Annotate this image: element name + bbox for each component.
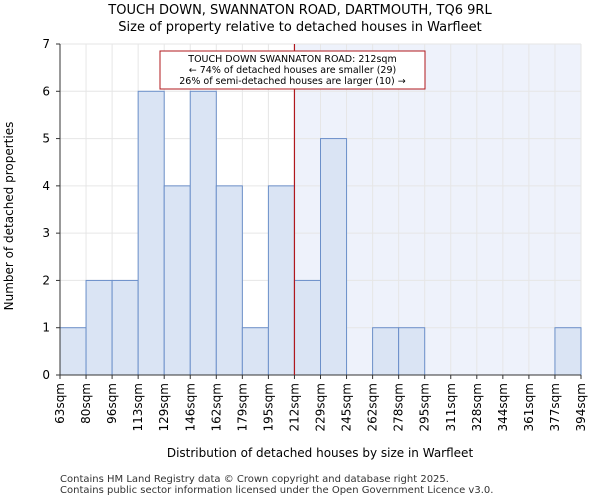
- bar: [267, 185, 295, 376]
- x-tick-label: 278sqm: [392, 383, 406, 431]
- x-tick-label: 328sqm: [470, 383, 484, 431]
- x-tick-label: 245sqm: [340, 383, 354, 431]
- x-tick-label: 394sqm: [574, 383, 588, 431]
- bar: [111, 279, 139, 376]
- footer-line-2: Contains public sector information licen…: [60, 485, 494, 496]
- bar: [85, 279, 113, 376]
- bar: [241, 327, 269, 376]
- x-tick-label: 80sqm: [79, 383, 93, 424]
- x-tick-label: 344sqm: [496, 383, 510, 431]
- x-tick-label: 63sqm: [53, 383, 67, 424]
- bar: [398, 327, 426, 376]
- y-tick-label: 1: [42, 321, 50, 335]
- x-tick-label: 96sqm: [105, 383, 119, 424]
- y-tick-label: 0: [42, 368, 50, 382]
- bar: [137, 90, 165, 376]
- y-tick-label: 6: [42, 84, 50, 98]
- bar: [59, 327, 87, 376]
- y-tick-label: 4: [42, 179, 50, 193]
- x-tick-label: 311sqm: [444, 383, 458, 431]
- y-axis-label: Number of detached properties: [2, 122, 16, 311]
- chart-subtitle: Size of property relative to detached ho…: [118, 20, 482, 35]
- y-tick-label: 2: [42, 273, 50, 287]
- x-tick-label: 295sqm: [418, 383, 432, 431]
- bar: [163, 185, 191, 376]
- x-tick-label: 212sqm: [287, 383, 301, 431]
- bar: [189, 90, 217, 376]
- y-tick-label: 7: [42, 37, 50, 51]
- x-tick-label: 262sqm: [366, 383, 380, 431]
- annotation-box: [159, 50, 426, 90]
- y-tick-label: 5: [42, 132, 50, 146]
- x-tick-label: 113sqm: [131, 383, 145, 431]
- annotation-line: TOUCH DOWN SWANNATON ROAD: 212sqm: [187, 54, 396, 65]
- x-tick-label: 129sqm: [157, 383, 171, 431]
- bar: [320, 138, 348, 376]
- bar: [293, 279, 322, 376]
- bar: [372, 327, 400, 376]
- x-tick-label: 229sqm: [314, 383, 328, 431]
- annotation-line: 26% of semi-detached houses are larger (…: [179, 76, 406, 87]
- annotation-line: ← 74% of detached houses are smaller (29…: [189, 65, 396, 76]
- y-tick-label: 3: [42, 226, 50, 240]
- footer-line-1: Contains HM Land Registry data © Crown c…: [60, 474, 449, 485]
- bar: [554, 327, 582, 376]
- x-tick-label: 377sqm: [548, 383, 562, 431]
- x-tick-label: 179sqm: [235, 383, 249, 431]
- chart-title: TOUCH DOWN, SWANNATON ROAD, DARTMOUTH, T…: [108, 3, 492, 18]
- x-tick-label: 361sqm: [522, 383, 536, 431]
- x-axis-label: Distribution of detached houses by size …: [167, 446, 474, 460]
- x-tick-label: 195sqm: [261, 383, 275, 431]
- x-tick-label: 162sqm: [209, 383, 223, 431]
- x-tick-label: 146sqm: [183, 383, 197, 431]
- bar: [215, 185, 243, 376]
